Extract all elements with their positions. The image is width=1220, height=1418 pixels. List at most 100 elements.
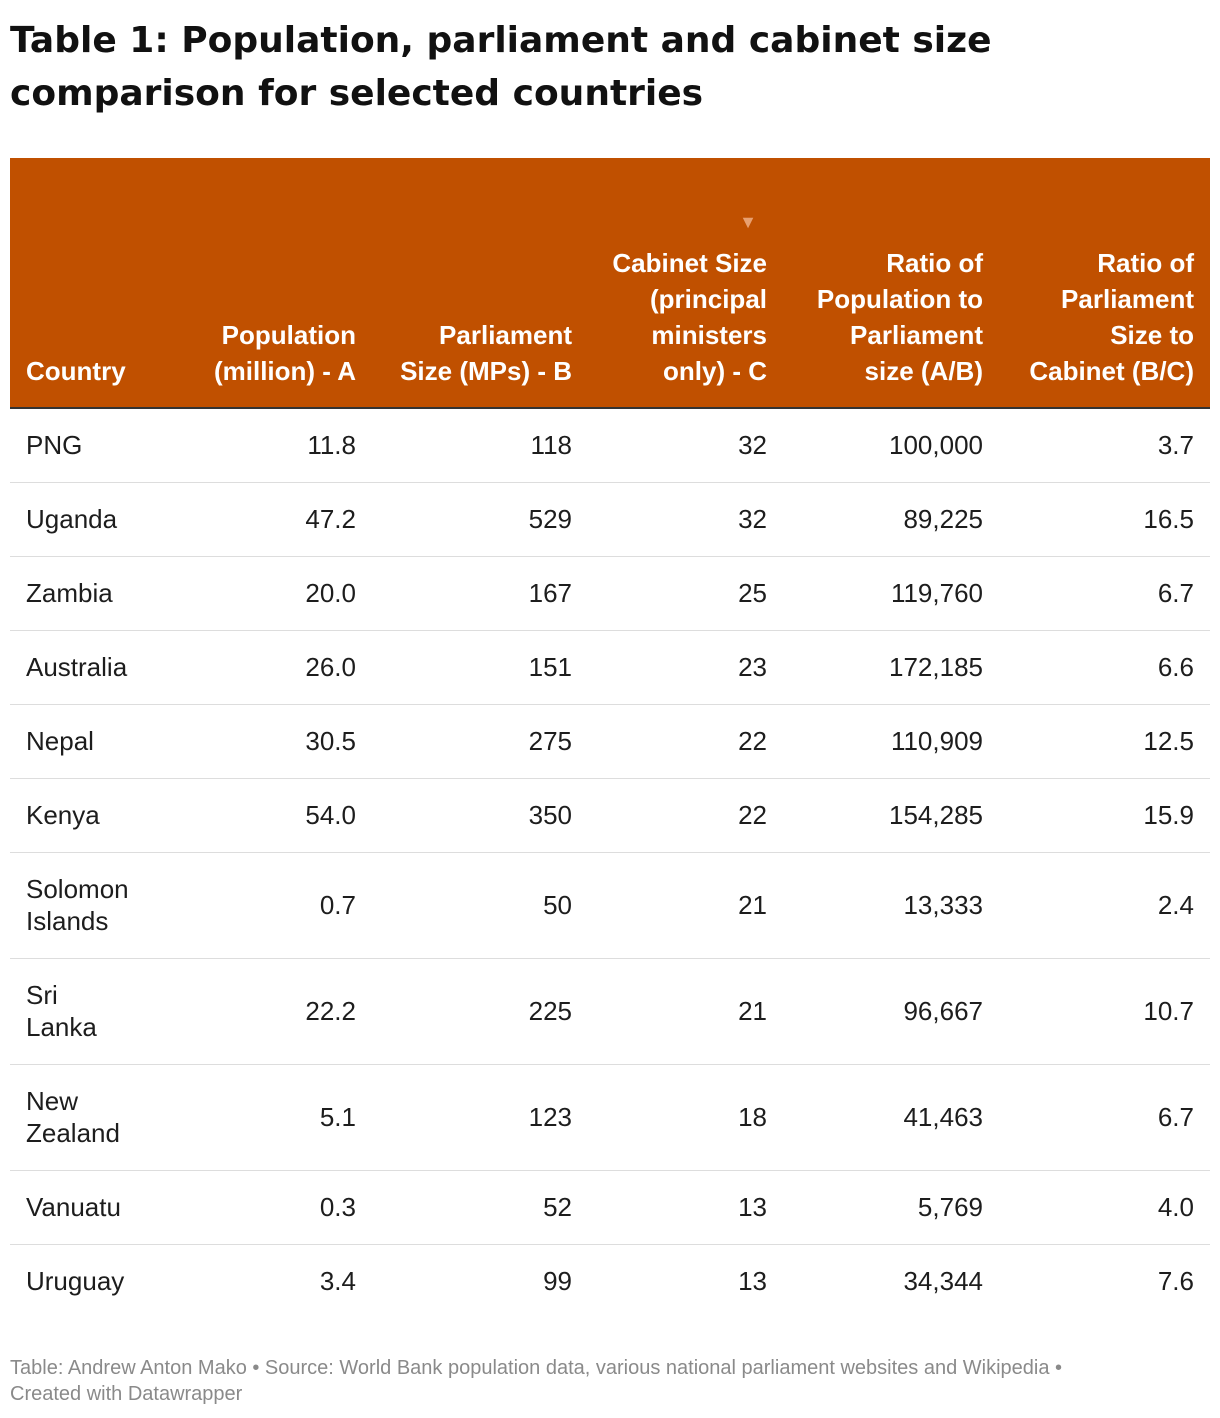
column-header-5[interactable]: Ratio of Parliament Size to Cabinet (B/C… (999, 158, 1210, 409)
cell-value: 15.9 (999, 778, 1210, 853)
table-title-line-2: comparison for selected countries (10, 73, 704, 114)
cell-value: 54.0 (156, 778, 372, 853)
table-row: PNG 11.8 118 32 100,000 3.7 (10, 408, 1210, 483)
table-row: Australia 26.0 151 23 172,185 6.6 (10, 630, 1210, 705)
cell-value: 119,760 (783, 556, 999, 631)
cell-value: 0.7 (156, 852, 372, 959)
table-footer: Table: Andrew Anton Mako • Source: World… (10, 1355, 1210, 1407)
cell-value: 225 (372, 958, 588, 1065)
table-row: Zambia 20.0 167 25 119,760 6.7 (10, 556, 1210, 631)
cell-country: Solomon Islands (10, 852, 156, 959)
cell-value: 21 (588, 958, 783, 1065)
cell-value: 12.5 (999, 704, 1210, 779)
table-header: Country Population (million) - A Parliamen… (10, 158, 1210, 409)
cell-value: 21 (588, 852, 783, 959)
cell-value: 52 (372, 1170, 588, 1245)
table-row: Kenya 54.0 350 22 154,285 15.9 (10, 778, 1210, 853)
cell-value: 13,333 (783, 852, 999, 959)
table-title-line-1: Table 1: Population, parliament and cabi… (10, 20, 992, 61)
cell-country: Australia (10, 630, 156, 705)
cell-value: 13 (738, 1266, 767, 1297)
cell-value: 20.0 (156, 556, 372, 631)
cell-value: 167 (372, 556, 588, 631)
cell-country: New Zealand (10, 1064, 156, 1171)
cell-value: 11.8 (156, 408, 372, 483)
footer-created-with: Created with Datawrapper (10, 1383, 243, 1405)
table-row: Uruguay 3.4 99 13 34,344 7.6 (10, 1244, 1210, 1318)
data-table: Country Population (million) - A Parliamen… (10, 158, 1210, 1318)
cell-value: 350 (372, 778, 588, 853)
cell-value: 25 (588, 556, 783, 631)
cell-value: 16.5 (999, 482, 1210, 557)
cell-value: 123 (372, 1064, 588, 1171)
cell-value: 23 (588, 630, 783, 705)
column-header-label: Parliament Size (MPs) - B (400, 320, 572, 386)
cell-value: 6.6 (999, 630, 1210, 705)
cell-value: 26.0 (156, 630, 372, 705)
cell-value: 275 (372, 704, 588, 779)
cell-value: 110,909 (783, 704, 999, 779)
cell-value: 50 (372, 852, 588, 959)
sort-descending-icon[interactable]: ▼ (739, 212, 757, 232)
cell-value: 5.1 (156, 1064, 372, 1171)
cell-country: PNG (10, 408, 156, 483)
cell-value: 172,185 (783, 630, 999, 705)
cell-value: 34,344 (903, 1266, 983, 1297)
header-row: Country Population (million) - A Parliamen… (10, 158, 1210, 409)
cell-value: 22 (588, 704, 783, 779)
cell-value: 529 (372, 482, 588, 557)
cell-value: 3.4 (319, 1266, 356, 1297)
cell-value: 99 (543, 1266, 572, 1297)
column-header-label: Population (million) - A (213, 320, 356, 386)
cell-value: 13 (588, 1170, 783, 1245)
table-row: Vanuatu 0.3 52 13 5,769 4.0 (10, 1170, 1210, 1245)
column-header-1[interactable]: Population (million) - A (156, 158, 372, 409)
column-header-0[interactable]: Country (10, 158, 156, 409)
cell-value: 6.7 (999, 556, 1210, 631)
cell-country: Sri Lanka (10, 958, 156, 1065)
cell-value: 32 (588, 408, 783, 483)
cell-value: 151 (372, 630, 588, 705)
cell-country: Uruguay (26, 1266, 125, 1297)
table-row: Sri Lanka 22.2 225 21 96,667 10.7 (10, 958, 1210, 1065)
column-header-label: Cabinet Size (principal ministers only) … (612, 248, 767, 386)
column-header-label: Ratio of Population to Parliament size (… (816, 248, 983, 386)
column-header-label: Country (26, 356, 126, 386)
cell-value: 22.2 (156, 958, 372, 1065)
table-row: Solomon Islands 0.7 50 21 13,333 2.4 (10, 852, 1210, 959)
cell-value: 10.7 (999, 958, 1210, 1065)
cell-value: 96,667 (783, 958, 999, 1065)
cell-value: 2.4 (999, 852, 1210, 959)
column-header-2[interactable]: Parliament Size (MPs) - B (372, 158, 588, 409)
column-header-4[interactable]: Ratio of Population to Parliament size (… (783, 158, 999, 409)
column-header-label: Ratio of Parliament Size to Cabinet (B/C… (1029, 248, 1194, 386)
table-row: New Zealand 5.1 123 18 41,463 6.7 (10, 1064, 1210, 1171)
cell-value: 30.5 (156, 704, 372, 779)
cell-value: 118 (372, 408, 588, 483)
cell-country: Nepal (10, 704, 156, 779)
cell-country: Zambia (10, 556, 156, 631)
column-header-3[interactable]: ▼ Cabinet Size (principal ministers only)… (588, 158, 783, 409)
table-body: PNG 11.8 118 32 100,000 3.7 Uganda 47.2 529 32 89,… (10, 408, 1210, 1318)
cell-value: 5,769 (783, 1170, 999, 1245)
footer-credits: Table: Andrew Anton Mako • Source: World… (10, 1357, 1063, 1379)
cell-value: 3.7 (999, 408, 1210, 483)
cell-value: 6.7 (999, 1064, 1210, 1171)
cell-country: Vanuatu (10, 1170, 156, 1245)
cell-value: 32 (588, 482, 783, 557)
cell-value: 154,285 (783, 778, 999, 853)
cell-value: 7.6 (1157, 1266, 1194, 1297)
table-title: Table 1: Population, parliament and cabi… (10, 14, 1210, 120)
cell-country: Uganda (10, 482, 156, 557)
cell-value: 89,225 (783, 482, 999, 557)
cell-country: Kenya (10, 778, 156, 853)
cell-value: 18 (588, 1064, 783, 1171)
cell-value: 4.0 (999, 1170, 1210, 1245)
cell-value: 47.2 (156, 482, 372, 557)
cell-value: 41,463 (783, 1064, 999, 1171)
table-row: Uganda 47.2 529 32 89,225 16.5 (10, 482, 1210, 557)
table-row: Nepal 30.5 275 22 110,909 12.5 (10, 704, 1210, 779)
cell-value: 0.3 (156, 1170, 372, 1245)
cell-value: 100,000 (783, 408, 999, 483)
cell-value: 22 (588, 778, 783, 853)
